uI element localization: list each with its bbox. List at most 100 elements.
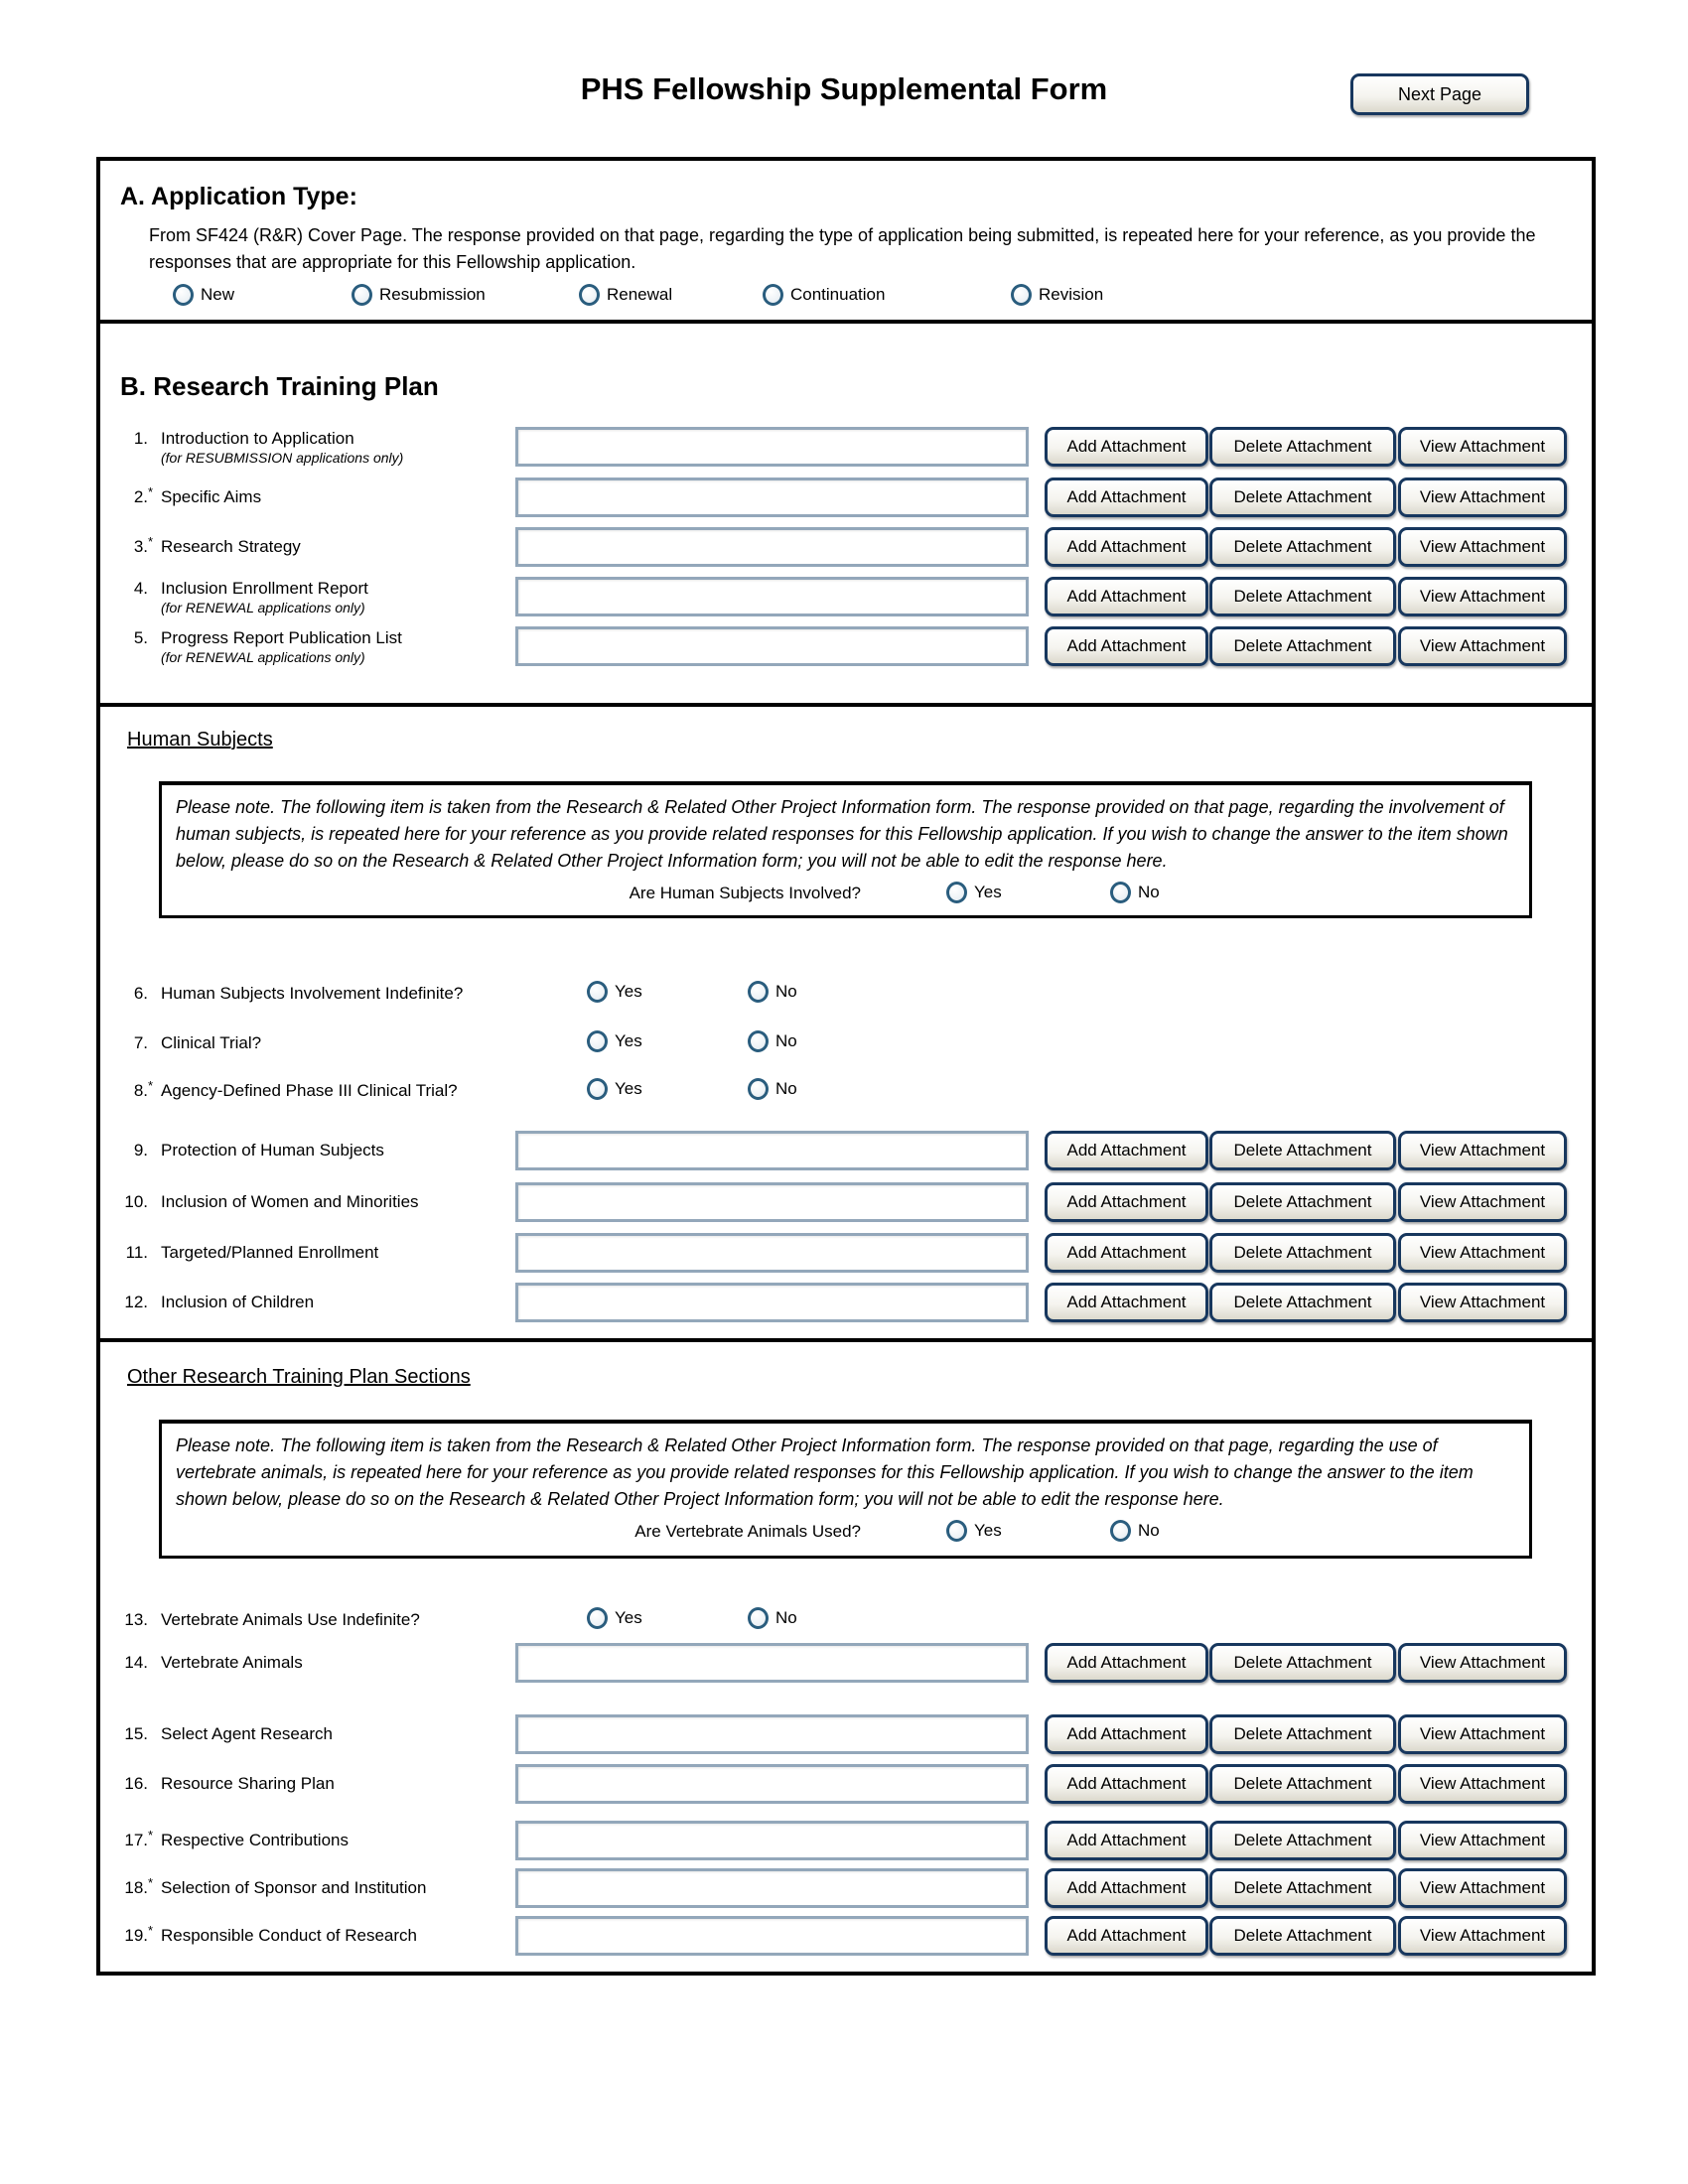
view-attachment-button[interactable]: View Attachment [1398,1821,1567,1860]
application-type-option-renewal[interactable]: Renewal [579,284,672,306]
attachment-filename-input[interactable] [515,478,1029,517]
add-attachment-button[interactable]: Add Attachment [1045,1283,1208,1322]
attachment-filename-input[interactable] [515,1233,1029,1273]
delete-attachment-button[interactable]: Delete Attachment [1209,527,1396,567]
attachment-filename-input[interactable] [515,1764,1029,1804]
question-13-no[interactable]: No [748,1607,797,1629]
radio-new-icon[interactable] [173,284,194,306]
question-7-yes[interactable]: Yes [587,1030,642,1052]
delete-attachment-button[interactable]: Delete Attachment [1209,1233,1396,1273]
add-attachment-button[interactable]: Add Attachment [1045,1233,1208,1273]
delete-attachment-button[interactable]: Delete Attachment [1209,577,1396,616]
view-attachment-button[interactable]: View Attachment [1398,1643,1567,1683]
delete-attachment-button[interactable]: Delete Attachment [1209,1643,1396,1683]
attachment-filename-input[interactable] [515,427,1029,467]
view-attachment-button[interactable]: View Attachment [1398,626,1567,666]
add-attachment-button[interactable]: Add Attachment [1045,1868,1208,1908]
view-attachment-button[interactable]: View Attachment [1398,1182,1567,1222]
delete-attachment-button[interactable]: Delete Attachment [1209,1283,1396,1322]
view-attachment-button[interactable]: View Attachment [1398,1868,1567,1908]
attachment-filename-input[interactable] [515,1182,1029,1222]
add-attachment-button[interactable]: Add Attachment [1045,1821,1208,1860]
item-subnote: (for RENEWAL applications only) [161,648,365,665]
attachment-filename-input[interactable] [515,626,1029,666]
attachment-filename-input[interactable] [515,1283,1029,1322]
delete-attachment-button[interactable]: Delete Attachment [1209,427,1396,467]
question-8-yes[interactable]: Yes [587,1078,642,1100]
delete-attachment-button[interactable]: Delete Attachment [1209,626,1396,666]
view-attachment-button[interactable]: View Attachment [1398,478,1567,517]
radio-no-icon[interactable] [1110,882,1131,903]
delete-attachment-button[interactable]: Delete Attachment [1209,1821,1396,1860]
view-attachment-button[interactable]: View Attachment [1398,527,1567,567]
question-6-no[interactable]: No [748,981,797,1003]
delete-attachment-button[interactable]: Delete Attachment [1209,1868,1396,1908]
radio-yes-icon[interactable] [587,1078,608,1100]
radio-no-icon[interactable] [748,1607,769,1629]
radio-resubmission-icon[interactable] [352,284,372,306]
view-attachment-button[interactable]: View Attachment [1398,1131,1567,1170]
attachment-filename-input[interactable] [515,1131,1029,1170]
delete-attachment-button[interactable]: Delete Attachment [1209,1131,1396,1170]
attachment-filename-input[interactable] [515,577,1029,616]
add-attachment-button[interactable]: Add Attachment [1045,478,1208,517]
item-number: 14. [124,1653,148,1672]
add-attachment-button[interactable]: Add Attachment [1045,1764,1208,1804]
question-7-no[interactable]: No [748,1030,797,1052]
question-8-no[interactable]: No [748,1078,797,1100]
view-attachment-button[interactable]: View Attachment [1398,1714,1567,1754]
application-type-option-continuation[interactable]: Continuation [763,284,885,306]
radio-no-icon[interactable] [748,981,769,1003]
add-attachment-button[interactable]: Add Attachment [1045,1131,1208,1170]
application-type-option-revision[interactable]: Revision [1011,284,1103,306]
radio-no-icon[interactable] [1110,1520,1131,1542]
add-attachment-button[interactable]: Add Attachment [1045,1643,1208,1683]
view-attachment-button[interactable]: View Attachment [1398,1916,1567,1956]
application-type-option-new[interactable]: New [173,284,234,306]
attachment-filename-input[interactable] [515,1714,1029,1754]
add-attachment-button[interactable]: Add Attachment [1045,1182,1208,1222]
attachment-filename-input[interactable] [515,1821,1029,1860]
application-type-option-resubmission[interactable]: Resubmission [352,284,486,306]
view-attachment-button[interactable]: View Attachment [1398,1233,1567,1273]
view-attachment-button[interactable]: View Attachment [1398,1283,1567,1322]
radio-continuation-icon[interactable] [763,284,783,306]
radio-no-icon[interactable] [748,1078,769,1100]
view-attachment-button[interactable]: View Attachment [1398,577,1567,616]
attachment-filename-input[interactable] [515,527,1029,567]
radio-renewal-icon[interactable] [579,284,600,306]
add-attachment-button[interactable]: Add Attachment [1045,577,1208,616]
human-subjects-involved-yes[interactable]: Yes [946,882,1002,903]
next-page-button[interactable]: Next Page [1350,73,1529,115]
add-attachment-button[interactable]: Add Attachment [1045,1714,1208,1754]
radio-yes-icon[interactable] [587,1030,608,1052]
human-subjects-involved-no[interactable]: No [1110,882,1160,903]
add-attachment-button[interactable]: Add Attachment [1045,527,1208,567]
question-13-yes[interactable]: Yes [587,1607,642,1629]
attachment-filename-input[interactable] [515,1643,1029,1683]
delete-attachment-button[interactable]: Delete Attachment [1209,1916,1396,1956]
attachment-filename-input[interactable] [515,1868,1029,1908]
item-label: 15. Select Agent Research [116,1714,333,1754]
radio-yes-icon[interactable] [587,1607,608,1629]
delete-attachment-button[interactable]: Delete Attachment [1209,1764,1396,1804]
radio-no-icon[interactable] [748,1030,769,1052]
add-attachment-button[interactable]: Add Attachment [1045,1916,1208,1956]
item-title: Resource Sharing Plan [161,1774,335,1793]
delete-attachment-button[interactable]: Delete Attachment [1209,478,1396,517]
attachment-filename-input[interactable] [515,1916,1029,1956]
radio-revision-icon[interactable] [1011,284,1032,306]
question-6-yes[interactable]: Yes [587,981,642,1003]
radio-yes-icon[interactable] [946,1520,967,1542]
delete-attachment-button[interactable]: Delete Attachment [1209,1714,1396,1754]
item-label: 7. Clinical Trial? [116,1028,261,1058]
add-attachment-button[interactable]: Add Attachment [1045,626,1208,666]
vertebrate-animals-used-yes[interactable]: Yes [946,1520,1002,1542]
add-attachment-button[interactable]: Add Attachment [1045,427,1208,467]
radio-yes-icon[interactable] [587,981,608,1003]
view-attachment-button[interactable]: View Attachment [1398,1764,1567,1804]
view-attachment-button[interactable]: View Attachment [1398,427,1567,467]
vertebrate-animals-used-no[interactable]: No [1110,1520,1160,1542]
delete-attachment-button[interactable]: Delete Attachment [1209,1182,1396,1222]
radio-yes-icon[interactable] [946,882,967,903]
